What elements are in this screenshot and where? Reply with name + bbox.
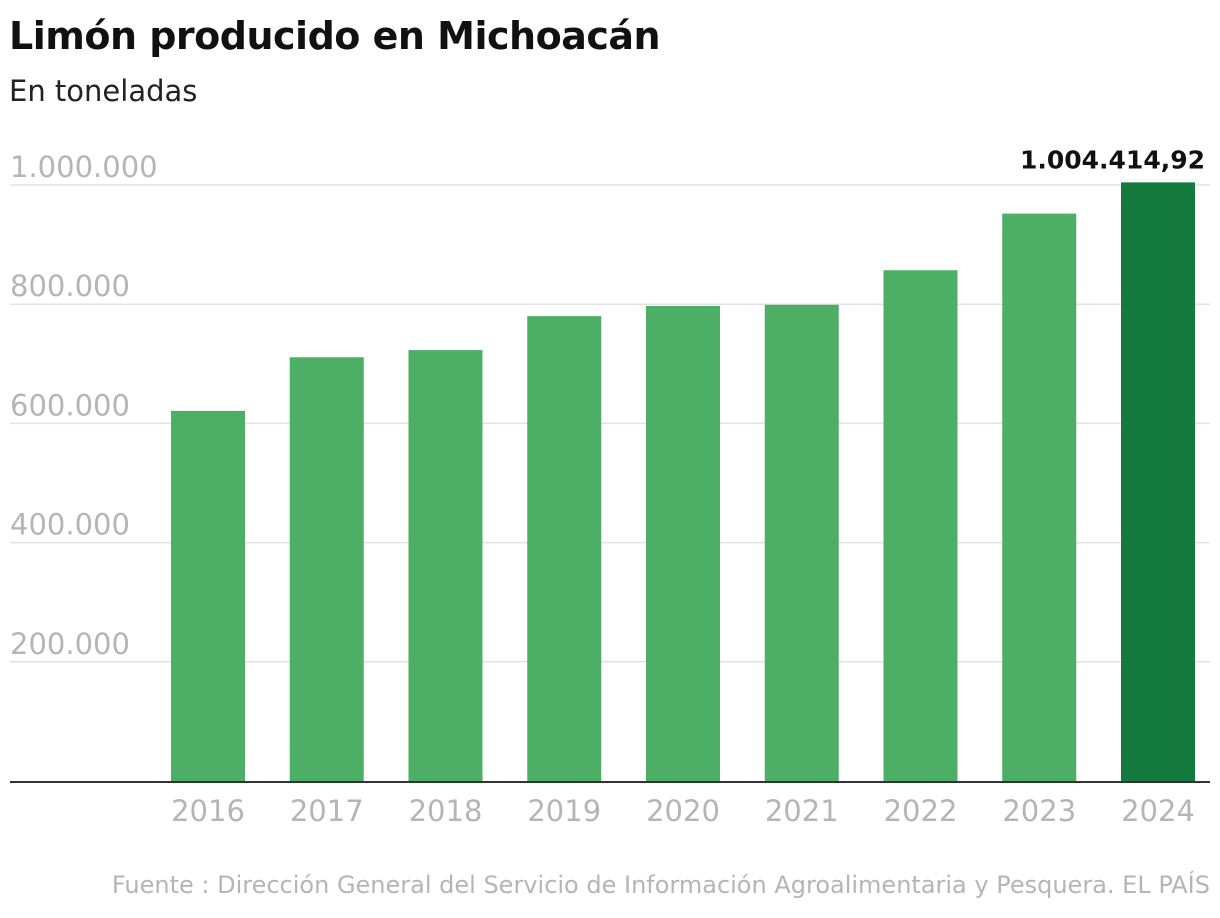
bar-2016 bbox=[171, 410, 245, 781]
y-tick-label: 800.000 bbox=[10, 269, 130, 303]
bar-2019 bbox=[527, 316, 602, 781]
bar-2022 bbox=[883, 270, 958, 781]
data-label-2024: 1.004.414,92 bbox=[1020, 145, 1205, 174]
x-tick-label: 2019 bbox=[527, 794, 601, 828]
x-tick-label: 2024 bbox=[1121, 794, 1195, 828]
x-tick-label: 2022 bbox=[884, 794, 958, 828]
x-tick-label: 2018 bbox=[409, 794, 483, 828]
bar-2017 bbox=[289, 357, 364, 781]
bar-2023 bbox=[1002, 213, 1077, 781]
y-tick-label: 600.000 bbox=[10, 388, 130, 422]
x-tick-label: 2020 bbox=[646, 794, 720, 828]
x-tick-label: 2023 bbox=[1002, 794, 1076, 828]
x-tick-label: 2016 bbox=[171, 794, 245, 828]
x-tick-label: 2021 bbox=[765, 794, 839, 828]
bar-2021 bbox=[764, 304, 839, 781]
x-tick-label: 2017 bbox=[290, 794, 364, 828]
bar-2024 bbox=[1121, 182, 1195, 781]
y-tick-label: 400.000 bbox=[10, 508, 130, 542]
chart-title: Limón producido en Michoacán bbox=[9, 14, 661, 58]
y-tick-label: 200.000 bbox=[10, 627, 130, 661]
bar-2020 bbox=[646, 305, 720, 781]
y-tick-label: 1.000.000 bbox=[10, 150, 158, 184]
source-note: Fuente : Dirección General del Servicio … bbox=[111, 871, 1210, 899]
bar-2018 bbox=[408, 350, 483, 781]
chart-subtitle: En toneladas bbox=[9, 74, 198, 108]
